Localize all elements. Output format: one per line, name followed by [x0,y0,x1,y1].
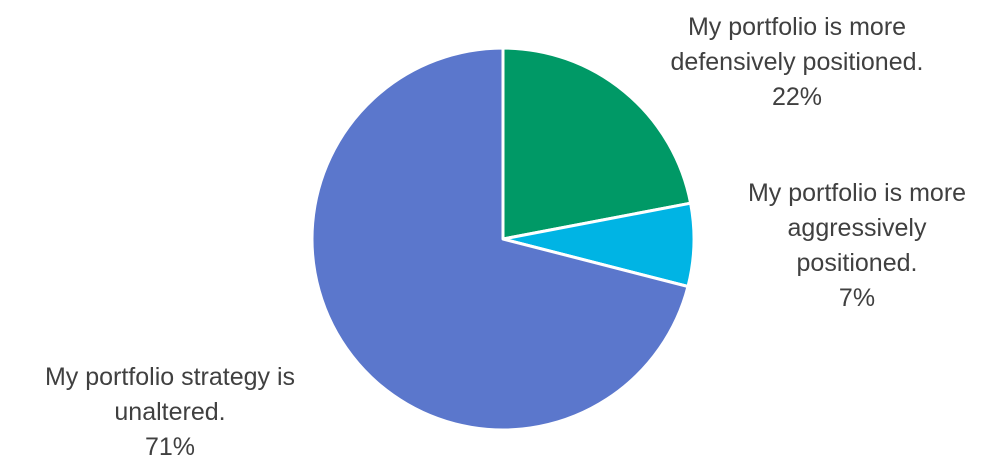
slice-category-label: defensively positioned. [671,48,924,76]
slice-labels: My portfolio is more defensively position… [45,13,966,458]
slice-category-label: aggressively [788,214,927,242]
slice-category-label: positioned. [797,249,918,277]
slice-category-label: My portfolio is more [748,179,966,207]
slice-category-label: unaltered. [114,398,225,426]
slice-label-1: My portfolio is more defensively position… [671,13,924,111]
pie-slice-3 [310,46,690,432]
slice-value-label: 22% [772,83,822,111]
slice-category-label: My portfolio is more [688,13,906,41]
pie-slice-1 [501,46,693,241]
pie-slices [310,46,696,432]
slice-value-label: 7% [839,284,875,312]
slice-label-2: My portfolio is more aggressively position… [748,179,966,312]
slice-value-label: 71% [145,433,195,458]
slice-label-3: My portfolio strategy is unaltered. 71% [45,363,295,458]
slice-category-label: My portfolio strategy is [45,363,295,391]
